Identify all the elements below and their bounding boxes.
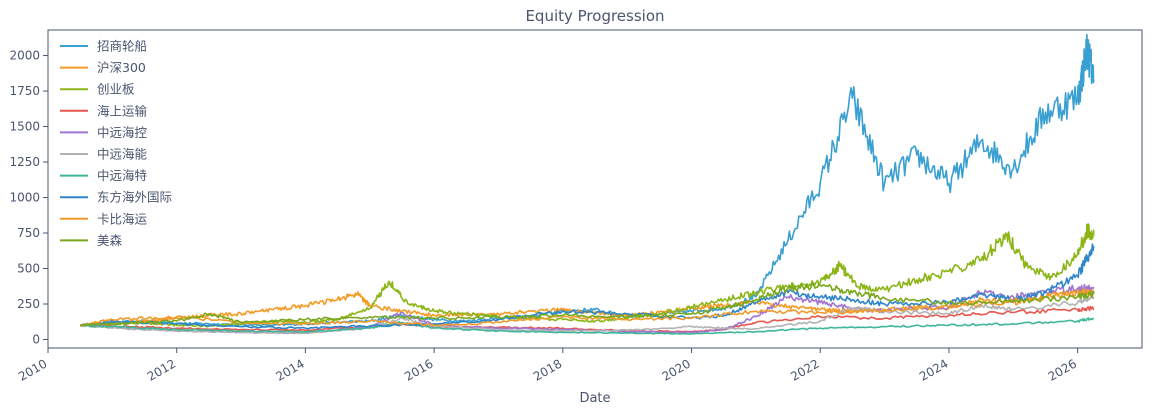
series-line [79, 288, 1095, 327]
series-line [79, 282, 1095, 327]
series-layer [79, 33, 1095, 335]
y-tick-label: 750 [17, 226, 40, 240]
series-line [80, 295, 1095, 335]
y-tick-label: 250 [17, 297, 40, 311]
y-tick-label: 1000 [9, 191, 40, 205]
chart-title: Equity Progression [525, 7, 664, 25]
legend-label: 海上运输 [97, 103, 148, 118]
legend-label: 卡比海运 [97, 211, 148, 226]
y-tick-label: 2000 [9, 49, 40, 63]
series-line [79, 223, 1095, 328]
series-line [80, 317, 1095, 335]
legend-label: 中远海特 [97, 168, 147, 183]
plot-frame [47, 29, 1143, 349]
y-tick-label: 0 [32, 332, 40, 346]
y-tick-label: 1250 [9, 155, 40, 169]
legend-label: 创业板 [97, 82, 135, 97]
x-axis-title: Date [579, 391, 610, 406]
legend-label: 中远海控 [97, 125, 148, 140]
legend-label: 美森 [97, 233, 123, 248]
series-line [80, 243, 1095, 330]
y-axis: 0 250 500 750 1000 1250 1500 1750 2000 [9, 49, 48, 346]
series-line [79, 33, 1095, 327]
legend-label: 中远海能 [97, 147, 148, 162]
y-tick-label: 1750 [9, 84, 40, 98]
legend-label: 沪深300 [97, 60, 146, 75]
y-tick-label: 1500 [9, 120, 40, 134]
y-tick-label: 500 [17, 262, 40, 276]
legend-label: 东方海外国际 [97, 190, 172, 205]
legend-label: 招商轮船 [97, 39, 147, 54]
